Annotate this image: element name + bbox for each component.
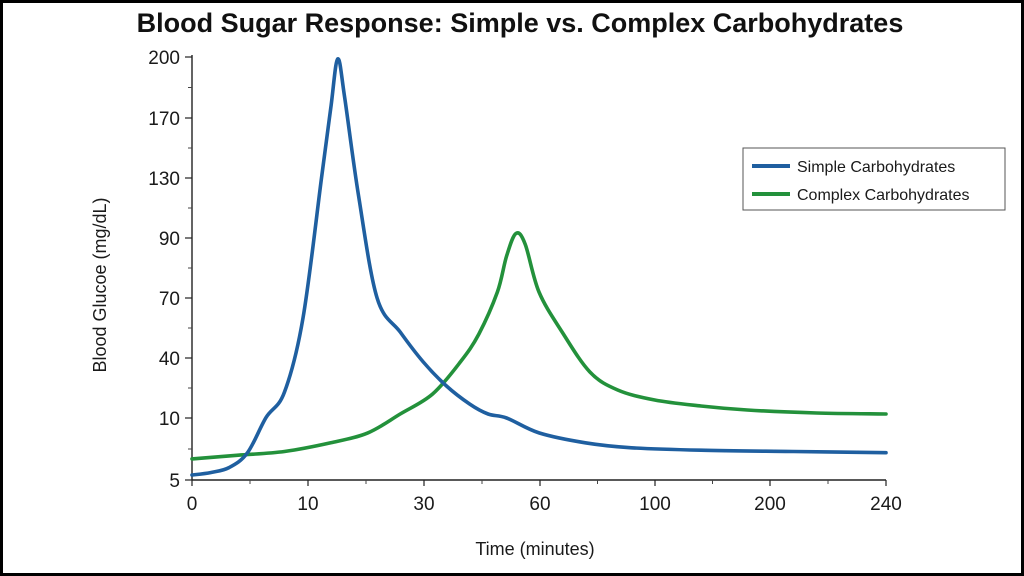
y-tick-label: 70 (159, 289, 180, 310)
legend-box (742, 147, 1006, 211)
x-tick-label: 0 (187, 494, 198, 515)
x-tick-label: 10 (297, 494, 318, 515)
x-tick-label: 30 (413, 494, 434, 515)
legend: Simple Carbohydrates Complex Carbohydrat… (742, 147, 1006, 211)
x-tick-label: 100 (639, 494, 671, 515)
y-axis-ticks: 5 10 40 70 90 130 170 200 (148, 48, 192, 492)
y-tick-label: 130 (148, 169, 180, 190)
x-tick-label: 60 (529, 494, 550, 515)
legend-label-simple: Simple Carbohydrates (797, 159, 955, 176)
x-tick-label: 200 (754, 494, 786, 515)
x-axis-title: Time (minutes) (475, 539, 594, 559)
y-tick-label: 200 (148, 48, 180, 69)
x-tick-label: 240 (870, 494, 902, 515)
y-tick-label: 10 (159, 409, 180, 430)
series-line-simple (190, 57, 888, 477)
legend-label-complex: Complex Carbohydrates (797, 187, 970, 204)
x-axis-ticks: 0 10 30 60 100 200 240 (187, 480, 902, 515)
y-tick-label: 170 (148, 109, 180, 130)
chart-title: Blood Sugar Response: Simple vs. Complex… (137, 8, 904, 38)
y-tick-label: 90 (159, 229, 180, 250)
y-tick-label: 5 (169, 471, 180, 492)
y-axis-title: Blood Glucoe (mg/dL) (90, 197, 110, 372)
y-tick-label: 40 (159, 349, 180, 370)
axes (191, 55, 886, 481)
chart-frame: Blood Sugar Response: Simple vs. Complex… (3, 3, 1021, 573)
series-line-complex (190, 231, 888, 461)
series-layer (190, 57, 888, 477)
